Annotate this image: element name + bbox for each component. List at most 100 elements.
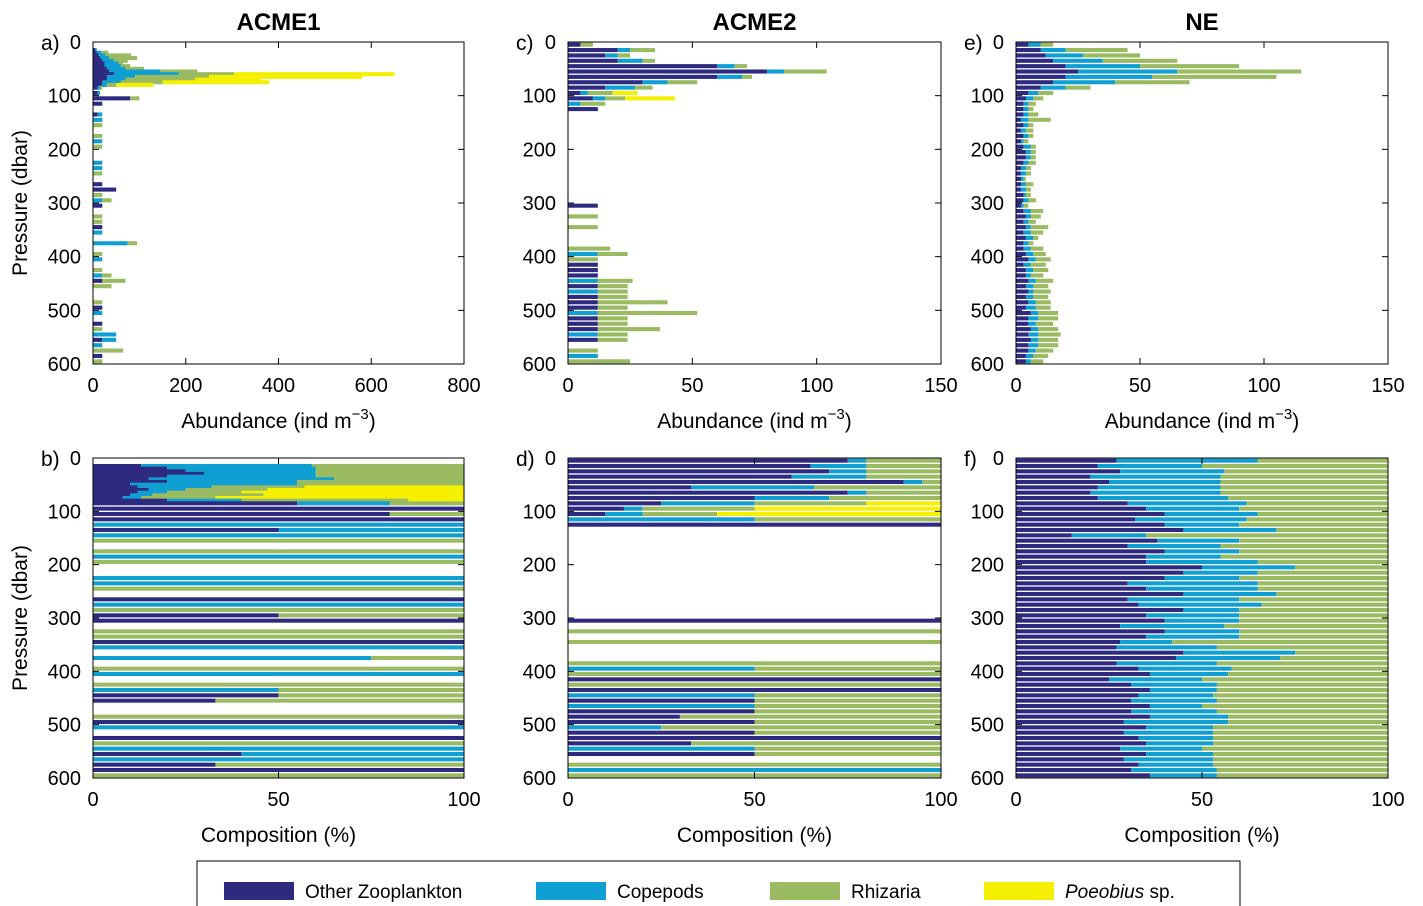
bar-segment	[93, 613, 279, 618]
bar-segment	[617, 53, 631, 58]
bar-segment	[1016, 725, 1147, 730]
bar-segment	[568, 703, 755, 709]
bar-segment	[661, 501, 755, 506]
bar-segment	[829, 469, 867, 474]
bar-segment	[1016, 176, 1021, 181]
x-tick-label: 50	[743, 789, 765, 811]
y-tick-label: 200	[523, 139, 556, 161]
bar-segment	[568, 671, 941, 677]
bar-segment	[1016, 53, 1046, 58]
bar-segment	[1090, 474, 1221, 479]
y-tick-label: 400	[48, 661, 81, 683]
bar-segment	[1016, 273, 1026, 278]
bar-segment	[568, 294, 598, 299]
bar-segment	[93, 549, 464, 554]
bar-segment	[1025, 251, 1034, 257]
bar-segment	[679, 714, 941, 719]
bar-segment	[1097, 463, 1202, 469]
bar-segment	[1030, 214, 1041, 219]
bar-segment	[1164, 511, 1258, 517]
y-tick-label: 300	[48, 193, 81, 215]
bar-segment	[93, 735, 464, 741]
panel-c: 0 50 100 150 0 100 200 300 400 500 600 c) ACME2 Abund…	[516, 9, 958, 433]
bar-segment	[1016, 661, 1117, 666]
bar-segment	[1023, 219, 1029, 224]
bar-segment	[141, 495, 216, 501]
bar-segment	[1020, 182, 1026, 187]
bar-segment	[93, 56, 100, 61]
y-tick-label: 100	[523, 501, 556, 523]
bar-segment	[1028, 107, 1034, 112]
y-tick-label: 400	[523, 247, 556, 269]
column-title: NE	[1185, 9, 1218, 36]
bars	[93, 463, 464, 778]
bar-segment	[1164, 549, 1240, 554]
bar-segment	[568, 305, 598, 310]
bar-segment	[568, 725, 662, 730]
bar-segment	[1025, 273, 1031, 278]
bar-segment	[1016, 117, 1021, 122]
bar-segment	[102, 80, 121, 85]
bar-segment	[1138, 666, 1232, 671]
bar-segment	[93, 463, 142, 469]
bar-segment	[1016, 762, 1139, 767]
bar-segment	[1025, 171, 1031, 176]
x-tick-label: 0	[562, 375, 573, 397]
y-tick-label: 100	[523, 86, 556, 108]
x-tick-label: 100	[1247, 375, 1280, 397]
bars	[568, 42, 827, 364]
panel-a: 0 200 400 600 800 0 100 200 300 400 500 600 a) ACME1 A…	[9, 9, 481, 433]
bar-segment	[148, 487, 186, 493]
bar-segment	[1164, 522, 1240, 527]
bar-segment	[1028, 123, 1034, 128]
bar-segment	[754, 719, 941, 725]
bar-segment	[1276, 591, 1388, 597]
bar-segment	[93, 469, 186, 474]
bar-segment	[93, 682, 464, 687]
y-tick-label: 300	[48, 608, 81, 630]
bar-segment	[1016, 543, 1128, 549]
bar-segment	[568, 687, 941, 693]
bar-segment	[1213, 741, 1388, 746]
bar-segment	[1120, 623, 1225, 629]
bar-segment	[315, 466, 464, 471]
bar-segment	[93, 214, 103, 219]
bar-segment	[1040, 48, 1066, 53]
bar-segment	[1164, 629, 1240, 634]
bar-segment	[642, 58, 656, 63]
bar-segment	[717, 74, 743, 79]
bar-segment	[1016, 337, 1031, 342]
bar-segment	[568, 511, 606, 517]
y-tick-label: 500	[523, 715, 556, 737]
panel-f: 0 50 100 0 100 200 300 400 500 600 f) Composition (…	[964, 448, 1405, 847]
bar-segment	[1025, 128, 1034, 133]
bar-segment	[113, 72, 179, 77]
bar-segment	[1028, 90, 1039, 96]
bar-segment	[1202, 463, 1388, 469]
bar-segment	[1023, 230, 1031, 235]
bar-segment	[1016, 187, 1021, 192]
bar-segment	[315, 471, 464, 477]
bar-segment	[568, 225, 598, 230]
bar-segment	[1213, 762, 1388, 767]
bar-segment	[568, 53, 606, 58]
bar-segment	[597, 284, 628, 289]
bar-segment	[1183, 527, 1277, 533]
bar-segment	[568, 69, 767, 74]
bars	[93, 48, 395, 364]
bar-segment	[278, 527, 464, 533]
bar-segment	[1023, 246, 1031, 251]
legend-swatch	[984, 882, 1054, 900]
y-tick-label: 600	[48, 354, 81, 376]
x-axis-label: Composition (%)	[201, 824, 356, 847]
bar-segment	[568, 693, 755, 698]
bar-segment	[1138, 762, 1214, 767]
bar-segment	[1016, 246, 1024, 251]
bar-segment	[263, 493, 464, 498]
bar-segment	[1127, 543, 1221, 549]
bar-segment	[389, 511, 464, 517]
bar-segment	[1228, 495, 1388, 501]
bar-segment	[1016, 225, 1026, 230]
bar-segment	[93, 741, 464, 746]
